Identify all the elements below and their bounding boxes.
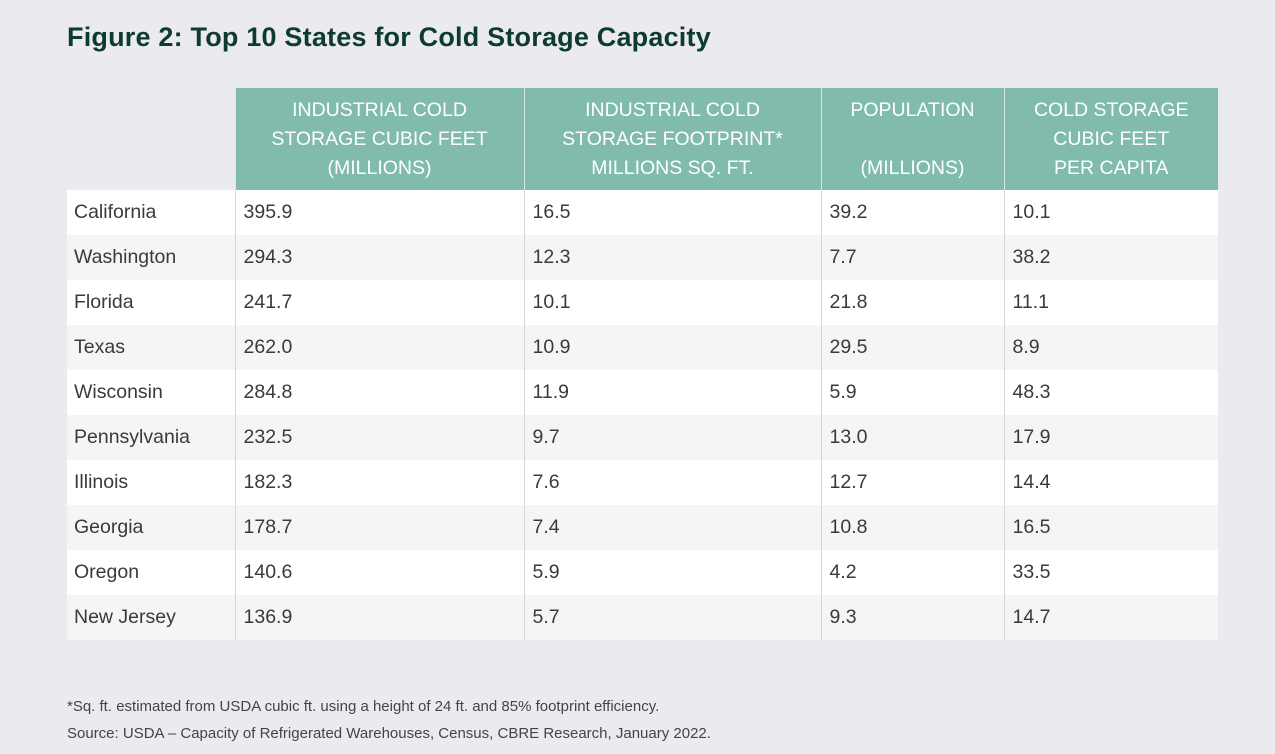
header-line: MILLIONS SQ. FT. xyxy=(591,157,754,179)
footprint-cell: 9.7 xyxy=(523,415,821,460)
table-row: Texas 262.0 10.9 29.5 8.9 xyxy=(67,325,1218,370)
per-capita-cell: 11.1 xyxy=(1003,280,1218,325)
per-capita-cell: 10.1 xyxy=(1003,190,1218,235)
footprint-cell: 11.9 xyxy=(523,370,821,415)
population-cell: 10.8 xyxy=(820,505,1004,550)
cubic-feet-cell: 140.6 xyxy=(234,550,524,595)
table-row: Pennsylvania 232.5 9.7 13.0 17.9 xyxy=(67,415,1218,460)
header-line: PER CAPITA xyxy=(1054,157,1169,179)
state-cell: New Jersey xyxy=(67,595,235,640)
header-line: CUBIC FEET xyxy=(1053,128,1170,150)
state-cell: Georgia xyxy=(67,505,235,550)
state-cell: Wisconsin xyxy=(67,370,235,415)
footprint-cell: 10.9 xyxy=(523,325,821,370)
header-footprint: INDUSTRIAL COLD STORAGE FOOTPRINT* MILLI… xyxy=(523,88,821,190)
cubic-feet-cell: 241.7 xyxy=(234,280,524,325)
per-capita-cell: 16.5 xyxy=(1003,505,1218,550)
header-line: STORAGE FOOTPRINT* xyxy=(562,128,783,150)
header-line: INDUSTRIAL COLD xyxy=(585,99,760,121)
state-cell: Texas xyxy=(67,325,235,370)
cubic-feet-cell: 232.5 xyxy=(234,415,524,460)
population-cell: 39.2 xyxy=(820,190,1004,235)
footprint-cell: 16.5 xyxy=(523,190,821,235)
state-cell: Florida xyxy=(67,280,235,325)
cubic-feet-cell: 136.9 xyxy=(234,595,524,640)
header-line: (MILLIONS) xyxy=(327,157,432,179)
header-per-capita: COLD STORAGE CUBIC FEET PER CAPITA xyxy=(1003,88,1218,190)
cubic-feet-cell: 294.3 xyxy=(234,235,524,280)
population-cell: 13.0 xyxy=(820,415,1004,460)
footprint-cell: 7.4 xyxy=(523,505,821,550)
table-row: Oregon 140.6 5.9 4.2 33.5 xyxy=(67,550,1218,595)
figure-title: Figure 2: Top 10 States for Cold Storage… xyxy=(67,22,711,52)
header-population: POPULATION (MILLIONS) xyxy=(820,88,1004,190)
population-cell: 12.7 xyxy=(820,460,1004,505)
per-capita-cell: 48.3 xyxy=(1003,370,1218,415)
table-row: Florida 241.7 10.1 21.8 11.1 xyxy=(67,280,1218,325)
footprint-cell: 5.7 xyxy=(523,595,821,640)
header-line: POPULATION xyxy=(850,99,975,121)
cubic-feet-cell: 178.7 xyxy=(234,505,524,550)
population-cell: 9.3 xyxy=(820,595,1004,640)
footprint-cell: 5.9 xyxy=(523,550,821,595)
state-cell: Illinois xyxy=(67,460,235,505)
cold-storage-table: INDUSTRIAL COLD STORAGE CUBIC FEET (MILL… xyxy=(67,88,1218,640)
state-cell: Pennsylvania xyxy=(67,415,235,460)
population-cell: 29.5 xyxy=(820,325,1004,370)
footprint-cell: 10.1 xyxy=(523,280,821,325)
header-row: INDUSTRIAL COLD STORAGE CUBIC FEET (MILL… xyxy=(67,88,1218,190)
population-cell: 4.2 xyxy=(820,550,1004,595)
table-row: Washington 294.3 12.3 7.7 38.2 xyxy=(67,235,1218,280)
per-capita-cell: 14.4 xyxy=(1003,460,1218,505)
table-row: California 395.9 16.5 39.2 10.1 xyxy=(67,190,1218,235)
state-cell: Washington xyxy=(67,235,235,280)
table-row: New Jersey 136.9 5.7 9.3 14.7 xyxy=(67,595,1218,640)
header-line xyxy=(822,125,1004,154)
footnote-source: Source: USDA – Capacity of Refrigerated … xyxy=(67,725,711,742)
header-line: (MILLIONS) xyxy=(860,157,965,179)
state-cell: California xyxy=(67,190,235,235)
per-capita-cell: 17.9 xyxy=(1003,415,1218,460)
header-line: COLD STORAGE xyxy=(1033,99,1189,121)
per-capita-cell: 14.7 xyxy=(1003,595,1218,640)
footprint-cell: 7.6 xyxy=(523,460,821,505)
footnote-estimate: *Sq. ft. estimated from USDA cubic ft. u… xyxy=(67,698,660,715)
table-row: Illinois 182.3 7.6 12.7 14.4 xyxy=(67,460,1218,505)
per-capita-cell: 38.2 xyxy=(1003,235,1218,280)
per-capita-cell: 33.5 xyxy=(1003,550,1218,595)
cubic-feet-cell: 262.0 xyxy=(234,325,524,370)
header-line: INDUSTRIAL COLD xyxy=(292,99,467,121)
population-cell: 7.7 xyxy=(820,235,1004,280)
population-cell: 21.8 xyxy=(820,280,1004,325)
per-capita-cell: 8.9 xyxy=(1003,325,1218,370)
state-cell: Oregon xyxy=(67,550,235,595)
table-row: Wisconsin 284.8 11.9 5.9 48.3 xyxy=(67,370,1218,415)
header-cubic-feet: INDUSTRIAL COLD STORAGE CUBIC FEET (MILL… xyxy=(234,88,524,190)
cubic-feet-cell: 284.8 xyxy=(234,370,524,415)
footprint-cell: 12.3 xyxy=(523,235,821,280)
header-line: STORAGE CUBIC FEET xyxy=(271,128,488,150)
population-cell: 5.9 xyxy=(820,370,1004,415)
header-blank-cell xyxy=(67,88,235,190)
cubic-feet-cell: 182.3 xyxy=(234,460,524,505)
table-row: Georgia 178.7 7.4 10.8 16.5 xyxy=(67,505,1218,550)
table-body: California 395.9 16.5 39.2 10.1 Washington 294… xyxy=(67,190,1218,640)
cubic-feet-cell: 395.9 xyxy=(234,190,524,235)
